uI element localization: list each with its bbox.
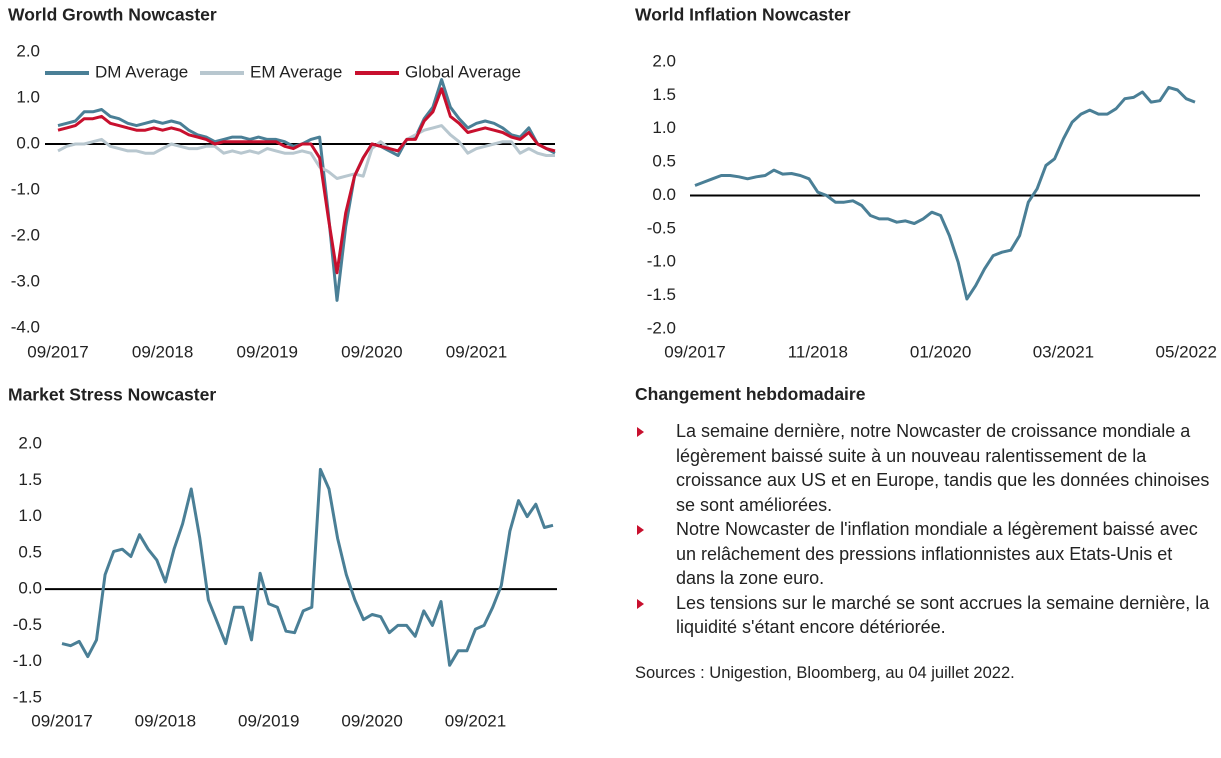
- y-tick-label: 0.5: [18, 542, 42, 561]
- bullet: Les tensions sur le marché se sont accru…: [635, 591, 1216, 640]
- chart-title: World Growth Nowcaster: [8, 5, 217, 25]
- y-tick-label: -2.0: [11, 225, 40, 244]
- y-tick-label: -0.5: [647, 218, 676, 237]
- y-tick-label: 0.0: [18, 579, 42, 598]
- y-tick-label: 1.0: [652, 118, 676, 137]
- y-tick-label: 2.0: [16, 41, 40, 60]
- x-tick-label: 05/2022: [1156, 342, 1217, 361]
- y-tick-label: 1.0: [16, 87, 40, 106]
- bullet: Notre Nowcaster de l'inflation mondiale …: [635, 517, 1216, 591]
- y-tick-label: -4.0: [11, 317, 40, 336]
- y-tick-label: 0.0: [652, 185, 676, 204]
- y-tick-label: 1.0: [18, 506, 42, 525]
- x-tick-label: 09/2017: [27, 342, 88, 361]
- y-tick-label: -1.0: [647, 252, 676, 271]
- x-tick-label: 09/2019: [237, 342, 298, 361]
- bullet: La semaine dernière, notre Nowcaster de …: [635, 419, 1216, 517]
- legend-label: Global Average: [405, 62, 521, 81]
- series-line: [61, 467, 554, 667]
- x-tick-label: 09/2017: [31, 711, 92, 730]
- series-line: [57, 78, 556, 302]
- y-tick-label: 1.5: [18, 470, 42, 489]
- x-tick-label: 09/2019: [238, 711, 299, 730]
- x-tick-label: 09/2021: [445, 711, 506, 730]
- y-tick-label: 0.5: [652, 152, 676, 171]
- x-tick-label: 09/2018: [132, 342, 193, 361]
- x-tick-label: 11/2018: [788, 342, 848, 361]
- x-tick-label: 09/2018: [135, 711, 196, 730]
- y-tick-label: -0.5: [13, 615, 42, 634]
- chart-title: Market Stress Nowcaster: [8, 385, 216, 405]
- series-line: [694, 85, 1196, 301]
- legend-label: EM Average: [250, 62, 342, 81]
- x-tick-label: 09/2021: [446, 342, 507, 361]
- legend-label: DM Average: [95, 62, 188, 81]
- x-tick-label: 01/2020: [910, 342, 971, 361]
- source-note: Sources : Unigestion, Bloomberg, au 04 j…: [635, 663, 1015, 682]
- y-tick-label: 2.0: [652, 51, 676, 70]
- bullet-list: La semaine dernière, notre Nowcaster de …: [635, 419, 1215, 640]
- y-tick-label: -1.5: [647, 285, 676, 304]
- y-tick-label: 0.0: [16, 133, 40, 152]
- y-tick-label: -1.5: [13, 687, 42, 706]
- x-tick-label: 09/2017: [664, 342, 725, 361]
- y-tick-label: 1.5: [652, 85, 676, 104]
- x-tick-label: 09/2020: [341, 711, 402, 730]
- x-tick-label: 03/2021: [1033, 342, 1094, 361]
- series-line: [57, 124, 555, 180]
- y-tick-label: 2.0: [18, 433, 42, 452]
- y-tick-label: -1.0: [11, 179, 40, 198]
- x-tick-label: 09/2020: [341, 342, 402, 361]
- series-line: [57, 87, 556, 275]
- y-tick-label: -3.0: [11, 271, 40, 290]
- chart-title: World Inflation Nowcaster: [635, 5, 851, 25]
- panel-title: Changement hebdomadaire: [635, 384, 866, 404]
- weekly-change-panel: Changement hebdomadaire La semaine derni…: [635, 384, 1215, 683]
- y-tick-label: -1.0: [13, 651, 42, 670]
- y-tick-label: -2.0: [647, 318, 676, 337]
